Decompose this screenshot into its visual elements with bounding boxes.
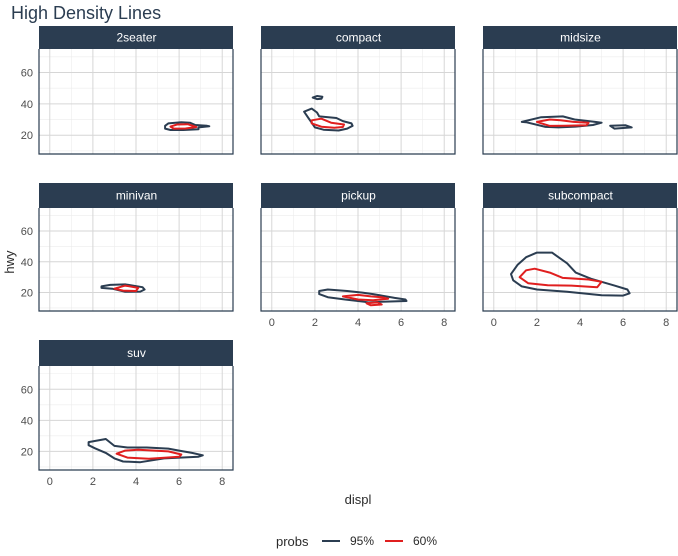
x-tick-label: 6 (620, 317, 626, 329)
x-tick-label: 4 (577, 317, 583, 329)
contour-95pct (318, 288, 408, 304)
facet-compact: compact (260, 26, 456, 155)
panel-border (38, 49, 234, 155)
facet-strip-label: 2seater (116, 31, 156, 45)
gridlines (39, 366, 233, 470)
contour-60pct (341, 293, 390, 302)
facet-midsize: midsize (482, 26, 678, 155)
gridlines (483, 49, 677, 154)
panel-border (260, 49, 456, 155)
facet-strip (483, 183, 677, 208)
x-tick-label: 8 (663, 317, 669, 329)
legend: probs 95% 60% (276, 534, 437, 549)
y-tick-label: 20 (21, 130, 33, 142)
facet-subcompact: subcompact 0 2 4 6 8 (482, 183, 678, 329)
facet-strip-label: subcompact (548, 189, 613, 203)
facet-strip-label: midsize (560, 31, 601, 45)
x-tick-label: 2 (534, 317, 540, 329)
contour-95pct (100, 283, 146, 293)
contour-95pct (311, 95, 324, 101)
contours (303, 95, 354, 132)
contour-60pct (113, 284, 140, 292)
contours (520, 115, 633, 130)
x-tick-label: 4 (355, 317, 361, 329)
y-tick-label: 60 (21, 226, 33, 238)
y-axis-title: hwy (2, 250, 17, 274)
panel-border (38, 208, 234, 312)
contours (510, 251, 631, 297)
panel-border (38, 366, 234, 471)
facet-strip (261, 26, 455, 49)
y-tick-label: 40 (21, 99, 33, 111)
facet-suv: suv 20 40 60 0 2 4 6 8 (21, 340, 234, 488)
gridlines (39, 208, 233, 311)
contour-95pct (510, 251, 631, 297)
legend-label-60: 60% (413, 534, 437, 548)
facet-strip (261, 183, 455, 208)
panel-border (260, 208, 456, 312)
x-tick-label: 2 (312, 317, 318, 329)
gridlines (261, 49, 455, 154)
x-tick-label: 8 (441, 317, 447, 329)
contour-95pct (520, 115, 603, 129)
x-tick-label: 6 (398, 317, 404, 329)
y-tick-label: 40 (21, 257, 33, 269)
facet-strip-label: pickup (341, 189, 376, 203)
contours (87, 438, 204, 464)
contours (318, 288, 408, 307)
chart-title: High Density Lines (11, 3, 161, 23)
facet-strip (39, 26, 233, 49)
contour-60pct (310, 117, 345, 129)
contour-95pct (164, 121, 211, 131)
x-tick-label: 8 (219, 476, 225, 488)
y-tick-label: 60 (21, 68, 33, 80)
facet-strip (39, 340, 233, 366)
facet-strip (483, 26, 677, 49)
facet-minivan: minivan 20 40 60 (21, 183, 234, 312)
facet-strip-label: compact (336, 31, 382, 45)
contour-60pct (518, 267, 603, 289)
y-tick-label: 20 (21, 288, 33, 300)
x-tick-label: 0 (491, 317, 497, 329)
contour-95pct (87, 438, 204, 464)
panel-border (482, 208, 678, 312)
contour-60pct (365, 301, 383, 307)
y-tick-label: 20 (21, 446, 33, 458)
y-tick-label: 60 (21, 384, 33, 396)
panel-border (482, 49, 678, 155)
legend-label-95: 95% (350, 534, 374, 548)
legend-title: probs (276, 534, 309, 549)
contour-60pct (535, 118, 590, 127)
x-tick-label: 2 (90, 476, 96, 488)
facet-strip-label: suv (127, 346, 146, 360)
x-axis-title: displ (345, 492, 372, 507)
contour-60pct (115, 448, 183, 460)
facet-strip-label: minivan (116, 189, 157, 203)
gridlines (483, 208, 677, 311)
x-tick-label: 0 (269, 317, 275, 329)
x-tick-label: 0 (47, 476, 53, 488)
contours (100, 283, 146, 293)
facet-2seater: 2seater 20 40 60 (21, 26, 234, 155)
contours (164, 121, 211, 131)
contour-60pct (169, 123, 198, 130)
x-tick-label: 6 (176, 476, 182, 488)
contour-95pct (609, 124, 633, 130)
facet-pickup: pickup 0 2 4 6 8 (260, 183, 456, 329)
y-tick-label: 40 (21, 415, 33, 427)
gridlines (39, 49, 233, 154)
facet-strip (39, 183, 233, 208)
x-tick-label: 4 (133, 476, 139, 488)
